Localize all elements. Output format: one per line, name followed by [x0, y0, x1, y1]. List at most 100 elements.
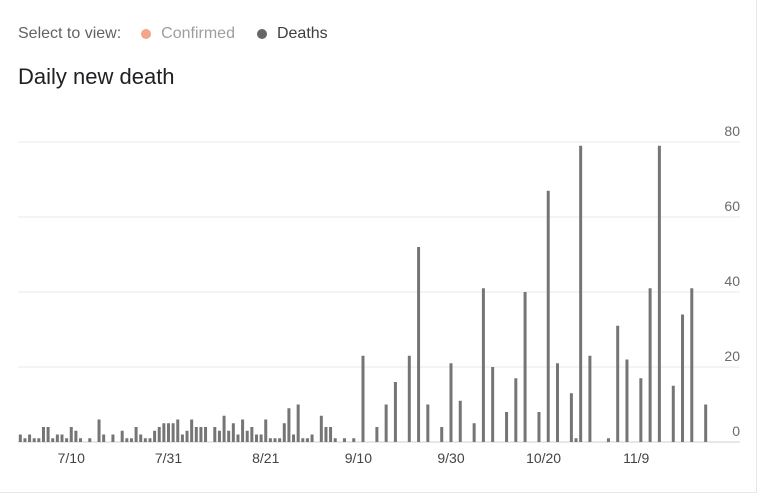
bar[interactable]	[273, 438, 277, 442]
bar[interactable]	[139, 434, 143, 443]
bar[interactable]	[268, 438, 272, 442]
bar[interactable]	[319, 415, 323, 442]
bar[interactable]	[236, 434, 240, 443]
bar[interactable]	[393, 382, 397, 442]
bar[interactable]	[505, 412, 509, 442]
bar[interactable]	[213, 427, 217, 442]
bar[interactable]	[199, 427, 203, 442]
option-confirmed[interactable]: Confirmed	[141, 25, 235, 43]
bar[interactable]	[278, 438, 282, 442]
bar[interactable]	[296, 404, 300, 443]
bar[interactable]	[153, 430, 157, 442]
bar[interactable]	[546, 190, 550, 442]
bar[interactable]	[264, 419, 268, 443]
bar[interactable]	[69, 427, 73, 442]
bar[interactable]	[245, 430, 249, 442]
bar[interactable]	[46, 427, 50, 442]
bar[interactable]	[606, 438, 610, 442]
bar[interactable]	[28, 434, 32, 443]
bar[interactable]	[41, 427, 45, 442]
bar[interactable]	[111, 434, 115, 443]
bar[interactable]	[639, 378, 643, 442]
bar[interactable]	[305, 438, 309, 442]
bar[interactable]	[134, 427, 138, 442]
bar[interactable]	[292, 434, 296, 443]
bar[interactable]	[204, 427, 208, 442]
bar[interactable]	[176, 419, 180, 443]
bar[interactable]	[310, 434, 314, 443]
bar[interactable]	[143, 438, 147, 442]
bar[interactable]	[671, 385, 675, 442]
bar[interactable]	[23, 438, 27, 442]
bar[interactable]	[125, 438, 129, 442]
bar[interactable]	[352, 438, 356, 442]
bar[interactable]	[329, 427, 333, 442]
bar[interactable]	[301, 438, 305, 442]
bar[interactable]	[491, 367, 495, 442]
bar[interactable]	[55, 434, 59, 443]
bar[interactable]	[648, 288, 652, 442]
bar[interactable]	[704, 404, 708, 443]
option-deaths[interactable]: Deaths	[256, 25, 328, 43]
bar[interactable]	[579, 145, 583, 442]
bar[interactable]	[88, 438, 92, 442]
bar[interactable]	[241, 419, 245, 443]
bar[interactable]	[102, 434, 106, 443]
bar[interactable]	[18, 434, 22, 443]
bar[interactable]	[681, 314, 685, 443]
bar[interactable]	[74, 430, 78, 442]
bar[interactable]	[537, 412, 541, 442]
bar[interactable]	[690, 288, 694, 442]
bar[interactable]	[254, 434, 258, 443]
bar[interactable]	[472, 423, 476, 442]
bar[interactable]	[162, 423, 166, 442]
bar[interactable]	[588, 355, 592, 442]
bar[interactable]	[556, 363, 559, 442]
bar[interactable]	[97, 419, 101, 443]
bar[interactable]	[324, 427, 328, 442]
bar[interactable]	[157, 427, 161, 442]
bar[interactable]	[481, 288, 485, 442]
bar[interactable]	[342, 438, 346, 442]
bar[interactable]	[375, 427, 379, 442]
bar[interactable]	[190, 419, 194, 443]
bar[interactable]	[625, 359, 629, 443]
bar[interactable]	[514, 378, 518, 442]
bar[interactable]	[227, 430, 231, 442]
bar[interactable]	[384, 404, 388, 443]
bar[interactable]	[282, 423, 286, 442]
bar[interactable]	[407, 355, 411, 442]
bar[interactable]	[616, 325, 620, 442]
bar[interactable]	[440, 427, 444, 442]
bar[interactable]	[569, 393, 573, 442]
bar[interactable]	[79, 438, 83, 442]
bar[interactable]	[458, 400, 462, 442]
bar[interactable]	[259, 434, 263, 443]
bar[interactable]	[120, 430, 124, 442]
bar[interactable]	[657, 145, 661, 442]
bar[interactable]	[167, 423, 170, 442]
bar[interactable]	[129, 438, 133, 442]
bar[interactable]	[171, 423, 175, 442]
bar[interactable]	[32, 438, 36, 442]
bar[interactable]	[37, 438, 41, 442]
bar[interactable]	[222, 415, 226, 442]
bar[interactable]	[60, 434, 64, 443]
bar[interactable]	[231, 423, 235, 442]
bar[interactable]	[449, 363, 453, 442]
bar[interactable]	[51, 438, 55, 442]
bar[interactable]	[185, 430, 189, 442]
bar[interactable]	[180, 434, 184, 443]
bar[interactable]	[217, 430, 221, 442]
bar[interactable]	[574, 438, 578, 442]
bar[interactable]	[194, 427, 198, 442]
bar[interactable]	[417, 247, 421, 442]
bar[interactable]	[250, 427, 254, 442]
bar[interactable]	[523, 292, 527, 442]
bar[interactable]	[361, 355, 365, 442]
bar[interactable]	[148, 438, 152, 442]
bar[interactable]	[65, 438, 69, 442]
bar[interactable]	[287, 408, 291, 442]
bar[interactable]	[426, 404, 430, 443]
bar[interactable]	[333, 438, 337, 442]
